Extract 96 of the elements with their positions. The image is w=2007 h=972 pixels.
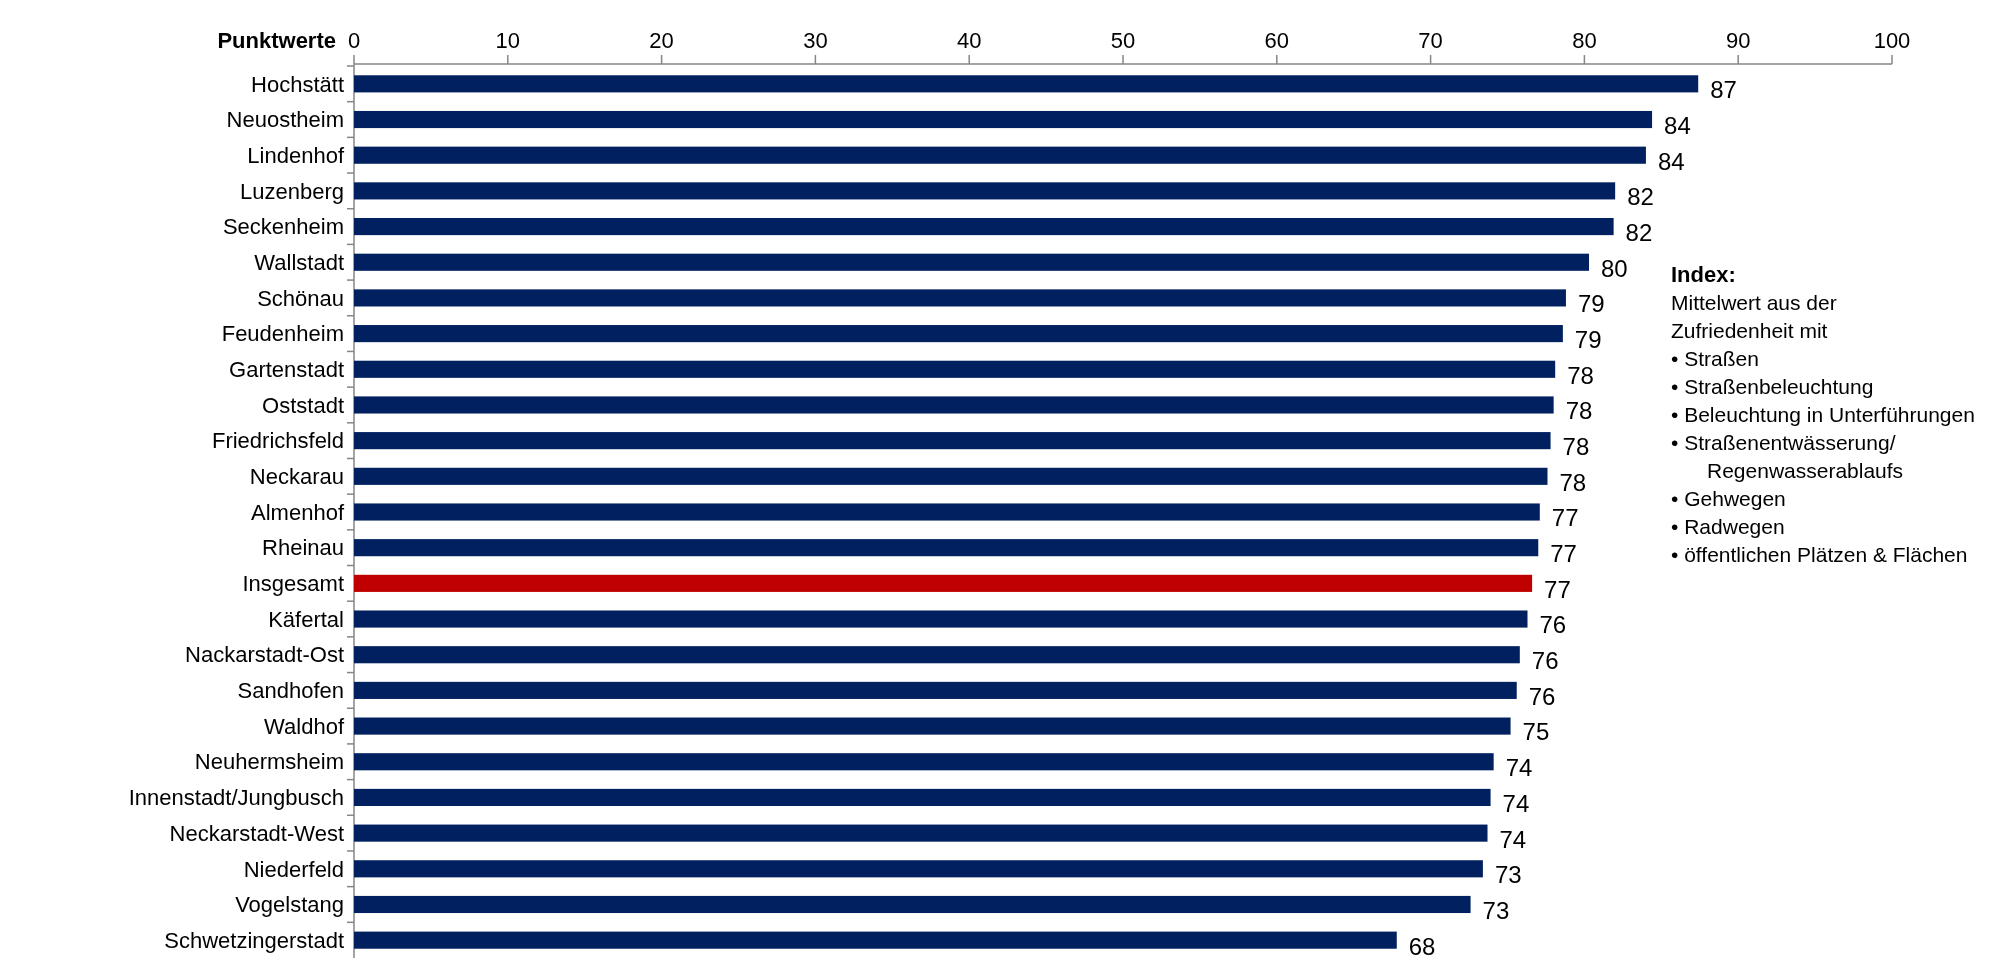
data-label: 78 bbox=[1565, 397, 1593, 425]
data-label: 74 bbox=[1505, 754, 1533, 782]
y-tick-label: Schwetzingerstadt bbox=[164, 927, 344, 953]
y-tick-label: Rheinau bbox=[262, 535, 344, 561]
x-tick-label: 10 bbox=[495, 28, 521, 53]
bar bbox=[354, 895, 1471, 914]
bar bbox=[354, 646, 1520, 664]
data-label: 76 bbox=[1539, 611, 1567, 639]
annotation: • Straßen bbox=[1671, 346, 1760, 372]
annotation: • Radwegen bbox=[1671, 514, 1786, 540]
data-label: 79 bbox=[1574, 326, 1602, 353]
x-tick-label: 40 bbox=[956, 28, 982, 53]
y-tick-label: Luzenberg bbox=[240, 178, 344, 204]
y-tick-label: Nackarstadt-Ost bbox=[185, 642, 344, 668]
bar bbox=[354, 253, 1590, 271]
data-label: 78 bbox=[1567, 361, 1594, 389]
data-label: 74 bbox=[1502, 789, 1530, 817]
bar bbox=[354, 110, 1653, 129]
bar bbox=[354, 539, 1539, 557]
x-tick-label: 70 bbox=[1418, 28, 1443, 53]
y-tick-label: Seckenheim bbox=[222, 214, 344, 240]
bar bbox=[354, 574, 1533, 592]
annotation: • Gehwegen bbox=[1671, 486, 1787, 512]
bar bbox=[354, 432, 1551, 450]
data-label: 82 bbox=[1625, 218, 1653, 246]
data-label: 77 bbox=[1551, 504, 1579, 532]
data-label: 74 bbox=[1499, 825, 1527, 853]
y-tick-label: Sandhofen bbox=[237, 678, 344, 704]
data-label: 77 bbox=[1544, 575, 1571, 603]
data-label: 78 bbox=[1562, 433, 1590, 461]
y-tick-label: Vogelstang bbox=[235, 892, 344, 918]
bar bbox=[354, 860, 1483, 878]
bar bbox=[354, 788, 1491, 806]
y-tick-label: Friedrichsfeld bbox=[211, 428, 344, 454]
y-tick-label: Niederfeld bbox=[243, 856, 344, 882]
data-label: 73 bbox=[1494, 861, 1522, 889]
bar bbox=[354, 146, 1646, 164]
data-label: 84 bbox=[1664, 111, 1691, 139]
x-tick-label: 100 bbox=[1873, 28, 1911, 53]
data-label: 76 bbox=[1528, 682, 1556, 710]
y-tick-label: Neckarstadt-West bbox=[169, 820, 344, 846]
bar bbox=[354, 681, 1517, 699]
data-label: 78 bbox=[1559, 468, 1587, 496]
y-tick-label: Schönau bbox=[257, 285, 344, 311]
bar bbox=[354, 75, 1699, 93]
y-tick-label: Oststadt bbox=[262, 392, 344, 418]
data-label: 87 bbox=[1710, 76, 1737, 104]
y-tick-label: Lindenhof bbox=[247, 142, 345, 168]
data-label: 84 bbox=[1657, 147, 1685, 175]
y-tick-label: Hochstätt bbox=[251, 71, 344, 97]
x-tick-label: 80 bbox=[1572, 28, 1597, 53]
y-tick-label: Neckarau bbox=[249, 464, 344, 490]
bar bbox=[354, 610, 1528, 628]
bar bbox=[354, 824, 1488, 842]
y-tick-label: Gartenstadt bbox=[229, 356, 344, 382]
data-label: 68 bbox=[1408, 932, 1436, 960]
bar bbox=[354, 218, 1614, 236]
data-label: 75 bbox=[1522, 718, 1550, 746]
y-tick-label: Neuostheim bbox=[226, 107, 344, 133]
bar bbox=[354, 503, 1540, 521]
x-axis-title: Punktwerte bbox=[217, 28, 336, 53]
data-label: 73 bbox=[1482, 896, 1510, 924]
y-tick-label: Wallstadt bbox=[254, 249, 344, 275]
data-label: 80 bbox=[1601, 254, 1628, 282]
y-tick-label: Innenstadt/Jungbusch bbox=[128, 785, 344, 811]
y-tick-label: Waldhof bbox=[264, 713, 345, 739]
bar bbox=[354, 717, 1511, 735]
bar bbox=[354, 325, 1563, 343]
annotation: • öffentlichen Plätzen & Flächen bbox=[1671, 542, 1969, 568]
data-label: 77 bbox=[1550, 540, 1577, 568]
annotation: • Straßenentwässerung/ Regenwasserablaufs bbox=[1671, 430, 1905, 484]
annotation: • Beleuchtung in Unterführungen bbox=[1671, 402, 1976, 428]
bar bbox=[354, 289, 1566, 307]
bar bbox=[354, 182, 1616, 200]
annotation: • Straßenbeleuchtung bbox=[1671, 374, 1875, 400]
y-tick-label: Feudenheim bbox=[221, 321, 344, 347]
y-tick-label: Käfertal bbox=[268, 606, 344, 632]
data-label: 76 bbox=[1531, 647, 1559, 675]
data-label: 79 bbox=[1577, 290, 1605, 318]
bar bbox=[354, 360, 1556, 378]
x-tick-label: 30 bbox=[803, 28, 828, 53]
y-tick-label: Almenhof bbox=[251, 499, 345, 525]
y-tick-label: Insgesamt bbox=[242, 571, 344, 597]
x-tick-label: 90 bbox=[1725, 28, 1751, 53]
x-tick-label: 60 bbox=[1264, 28, 1290, 53]
x-tick-label: 0 bbox=[347, 28, 361, 53]
data-label: 82 bbox=[1627, 183, 1654, 211]
annotation: Mittelwert aus der Zufriedenheit mit bbox=[1671, 290, 1838, 344]
bar bbox=[354, 753, 1494, 771]
bar bbox=[354, 467, 1548, 485]
bar bbox=[354, 396, 1554, 414]
annotation: Index: bbox=[1671, 261, 1737, 289]
bar bbox=[354, 931, 1397, 949]
x-tick-label: 20 bbox=[649, 28, 674, 53]
x-tick-label: 50 bbox=[1110, 28, 1136, 53]
y-tick-label: Neuhermsheim bbox=[194, 749, 344, 775]
